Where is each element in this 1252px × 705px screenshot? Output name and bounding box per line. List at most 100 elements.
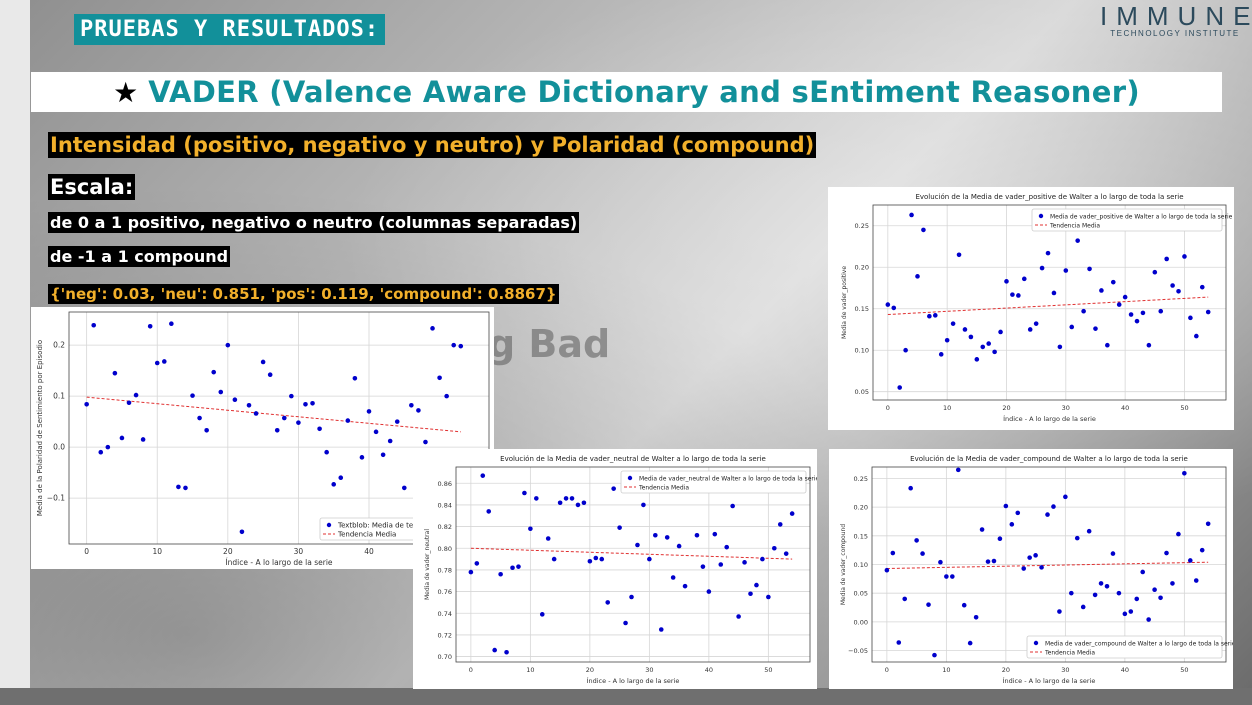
data-point [126, 400, 132, 406]
data-point [140, 437, 146, 442]
data-point [1182, 471, 1187, 476]
data-point [694, 532, 700, 538]
data-point [480, 473, 486, 478]
x-tick-label: 50 [1180, 666, 1188, 674]
y-tick-label: 0.25 [855, 222, 869, 230]
data-point [974, 357, 980, 362]
data-point [112, 370, 118, 376]
background-watermark: g Bad [488, 322, 611, 366]
data-point [1152, 269, 1158, 275]
x-axis-label: Índice - A lo largo de la serie [1003, 676, 1096, 685]
data-point [190, 393, 195, 398]
data-point [623, 620, 628, 626]
data-point [1140, 569, 1146, 575]
data-point [575, 502, 581, 508]
data-point [373, 429, 379, 435]
data-point [1074, 535, 1080, 541]
data-point [927, 313, 932, 319]
data-point [1033, 553, 1038, 558]
logo-main-text: IMMUNE [1100, 1, 1252, 31]
data-point [218, 389, 224, 395]
data-point [718, 562, 724, 567]
data-point [1069, 324, 1075, 330]
data-point [423, 439, 428, 445]
data-point [1063, 268, 1069, 273]
chart-title: Evolución de la Media de vader_positive … [915, 193, 1183, 201]
data-point [896, 640, 902, 645]
y-tick-label: 0.00 [854, 618, 868, 626]
x-tick-label: 0 [886, 404, 890, 412]
scale-range-compound: de -1 a 1 compound [48, 246, 231, 267]
data-point [944, 574, 949, 579]
data-point [962, 327, 968, 332]
x-tick-label: 30 [1061, 666, 1069, 674]
data-point [528, 526, 533, 532]
scale-heading: Escala: [48, 174, 136, 200]
data-point [468, 569, 474, 575]
data-point [1003, 503, 1009, 509]
data-point [944, 337, 950, 343]
data-point [736, 614, 741, 619]
data-point [1122, 611, 1128, 617]
data-point [950, 321, 956, 326]
data-point [458, 343, 464, 349]
data-point [267, 372, 273, 378]
data-point [281, 415, 287, 421]
data-point [1010, 292, 1015, 297]
x-axis-label: Índice - A lo largo de la serie [587, 676, 680, 685]
y-tick-label: 0.05 [854, 590, 868, 598]
data-point [380, 452, 386, 458]
data-point [387, 438, 393, 444]
data-point [1069, 590, 1074, 596]
data-point [1188, 558, 1193, 563]
x-tick-label: 20 [586, 666, 594, 674]
data-point [211, 369, 217, 375]
x-tick-label: 40 [705, 666, 713, 674]
data-point [932, 313, 938, 318]
data-point [1193, 578, 1199, 583]
data-point [682, 583, 688, 589]
data-point [1021, 566, 1027, 571]
data-point [903, 347, 908, 353]
chart-svg-compound: Evolución de la Media de vader_compound … [840, 455, 1233, 685]
data-point [587, 558, 593, 564]
data-point [891, 305, 897, 311]
data-point [991, 558, 997, 564]
data-point [1116, 590, 1122, 596]
data-point [885, 302, 891, 307]
x-tick-label: 40 [364, 547, 374, 556]
data-point [133, 392, 139, 398]
data-point [1134, 318, 1140, 324]
data-point [961, 602, 967, 608]
data-point [310, 400, 315, 406]
data-point [593, 555, 599, 561]
x-tick-label: 50 [1180, 404, 1188, 412]
data-point [1098, 581, 1104, 586]
data-point [926, 602, 931, 607]
trend-line [470, 547, 793, 560]
data-point [1086, 528, 1092, 534]
data-point [1004, 279, 1009, 284]
data-point [730, 503, 735, 509]
data-point [303, 401, 308, 407]
data-point [154, 360, 160, 366]
data-point [338, 475, 344, 481]
data-point [909, 212, 914, 218]
data-point [1021, 276, 1027, 282]
data-point [1176, 288, 1181, 294]
chart-title: Evolución de la Media de vader_neutral d… [500, 455, 766, 463]
data-point [676, 543, 682, 549]
y-tick-label: 0.10 [854, 561, 868, 569]
data-point [884, 567, 890, 573]
data-point [920, 551, 925, 556]
data-point [914, 538, 919, 543]
data-point [1158, 308, 1164, 314]
trend-line [887, 296, 1209, 316]
y-tick-label: −0.05 [848, 647, 868, 655]
data-point [1116, 302, 1122, 307]
data-point [1009, 522, 1015, 527]
data-point [324, 449, 329, 455]
data-point [748, 591, 753, 597]
x-tick-label: 10 [526, 666, 534, 674]
data-point [274, 427, 280, 433]
